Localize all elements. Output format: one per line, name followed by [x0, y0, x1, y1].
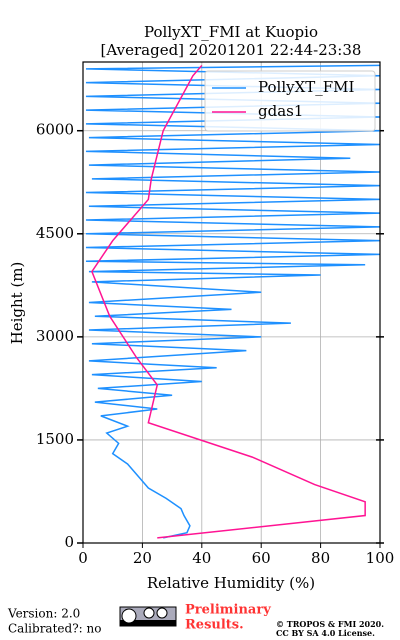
x-tick-label: 40: [192, 549, 211, 567]
legend-label: PollyXT_FMI: [258, 78, 355, 96]
x-tick-label: 80: [311, 549, 330, 567]
preliminary: Preliminary: [185, 603, 271, 618]
chart-title: PollyXT_FMI at Kuopio: [144, 23, 318, 41]
chart-subtitle: [Averaged] 20201201 22:44-23:38: [101, 41, 362, 59]
copyright: © TROPOS & FMI 2020.: [276, 619, 384, 629]
legend-label: gdas1: [258, 102, 303, 120]
x-axis-label: Relative Humidity (%): [147, 574, 315, 592]
version: Version: 2.0: [7, 607, 80, 621]
preliminary: Results.: [185, 618, 244, 633]
copyright: CC BY SA 4.0 License.: [276, 628, 375, 638]
x-tick-label: 20: [133, 549, 152, 567]
series-line: [85, 64, 381, 539]
series-line: [91, 64, 366, 539]
y-tick-label: 4500: [36, 224, 74, 242]
x-tick-label: 0: [78, 549, 88, 567]
y-tick-label: 6000: [36, 121, 74, 139]
license-icon: [119, 606, 177, 627]
x-tick-label: 60: [252, 549, 271, 567]
plot-frame: [82, 61, 381, 544]
y-tick-label: 1500: [36, 430, 74, 448]
legend-box: [204, 70, 376, 132]
y-tick-label: 3000: [36, 327, 74, 345]
y-tick-label: 0: [64, 533, 74, 551]
y-axis-label: Height (m): [8, 262, 26, 345]
x-tick-label: 100: [366, 549, 395, 567]
calibrated: Calibrated?: no: [8, 622, 101, 636]
